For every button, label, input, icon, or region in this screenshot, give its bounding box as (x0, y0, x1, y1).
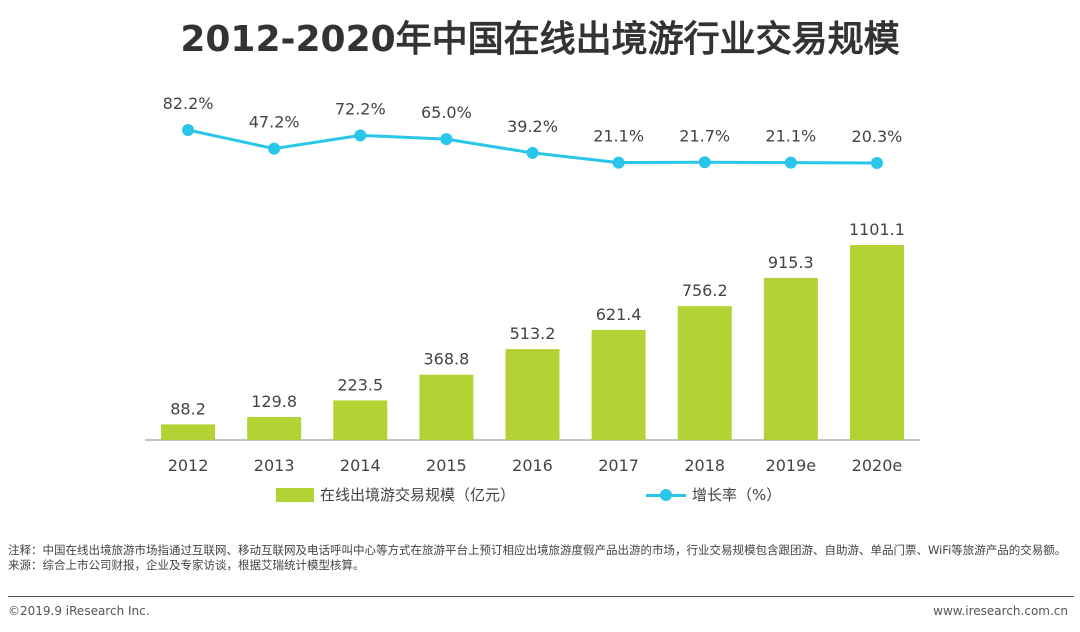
bar-2014 (333, 400, 388, 440)
x-tick-label-2015: 2015 (426, 456, 467, 475)
growth-point-2014 (354, 129, 367, 142)
growth-point-2018 (698, 156, 711, 169)
bar-2019e (763, 277, 818, 440)
x-tick-label-2017: 2017 (598, 456, 639, 475)
growth-label-2019e: 21.1% (765, 127, 816, 146)
growth-point-2012 (182, 124, 195, 136)
chart-title: 2012-2020年中国在线出境游行业交易规模 (180, 19, 900, 60)
x-tick-label-2019e: 2019e (766, 456, 817, 475)
growth-label-2017: 21.1% (593, 127, 644, 146)
x-tick-label-2014: 2014 (340, 456, 381, 475)
legend-line-series: 增长率（%） (646, 484, 781, 505)
bar-value-label-2014: 223.5 (337, 375, 383, 394)
bar-value-label-2015: 368.8 (423, 350, 469, 369)
x-tick-label-2018: 2018 (684, 456, 725, 475)
legend-bar-swatch (276, 487, 314, 502)
bar-value-label-2020e: 1101.1 (849, 220, 905, 239)
legend-bar-series: 在线出境游交易规模（亿元） (276, 484, 515, 505)
bar-2016 (505, 349, 560, 440)
growth-label-2015: 65.0% (421, 103, 472, 122)
growth-label-2020e: 20.3% (852, 127, 903, 146)
bar-2020e (849, 245, 904, 440)
bar-value-label-2013: 129.8 (251, 392, 297, 411)
x-tick-label-2020e: 2020e (852, 456, 903, 475)
footer-divider (8, 596, 1074, 597)
note-text: 注释：中国在线出境旅游市场指通过互联网、移动互联网及电话呼叫中心等方式在旅游平台… (8, 543, 1067, 557)
growth-label-2013: 47.2% (249, 113, 300, 132)
bar-2015 (419, 374, 474, 440)
growth-point-2020e (870, 157, 883, 169)
bar-value-label-2012: 88.2 (170, 399, 206, 418)
website-link[interactable]: www.iresearch.com.cn (933, 604, 1068, 618)
bar-2018 (677, 306, 732, 440)
bar-value-label-2019e: 915.3 (768, 253, 814, 272)
growth-point-2017 (612, 156, 625, 169)
growth-label-2016: 39.2% (507, 117, 558, 136)
source-text: 来源：综合上市公司财报，企业及专家访谈，根据艾瑞统计模型核算。 (8, 558, 365, 572)
x-tick-label-2012: 2012 (168, 456, 209, 475)
bar-2013 (247, 417, 302, 440)
growth-label-2014: 72.2% (335, 99, 386, 118)
legend-line-swatch (646, 488, 686, 502)
bar-2012 (161, 424, 216, 440)
growth-label-2018: 21.7% (679, 126, 730, 145)
legend-line-label: 增长率（%） (692, 486, 782, 504)
x-tick-label-2013: 2013 (254, 456, 295, 475)
growth-point-2016 (526, 146, 539, 159)
bar-value-label-2018: 756.2 (682, 281, 728, 300)
bar-value-label-2016: 513.2 (510, 324, 556, 343)
growth-point-2019e (784, 156, 797, 169)
legend-bar-label: 在线出境游交易规模（亿元） (320, 486, 516, 504)
growth-point-2013 (268, 142, 281, 155)
chart-notes: 注释：中国在线出境旅游市场指通过互联网、移动互联网及电话呼叫中心等方式在旅游平台… (8, 543, 1074, 573)
bar-2017 (591, 329, 646, 440)
x-tick-label-2016: 2016 (512, 456, 553, 475)
bar-value-label-2017: 621.4 (596, 305, 642, 324)
growth-label-2012: 82.2% (163, 94, 214, 113)
copyright: ©2019.9 iResearch Inc. (8, 604, 150, 618)
growth-point-2015 (440, 133, 453, 146)
